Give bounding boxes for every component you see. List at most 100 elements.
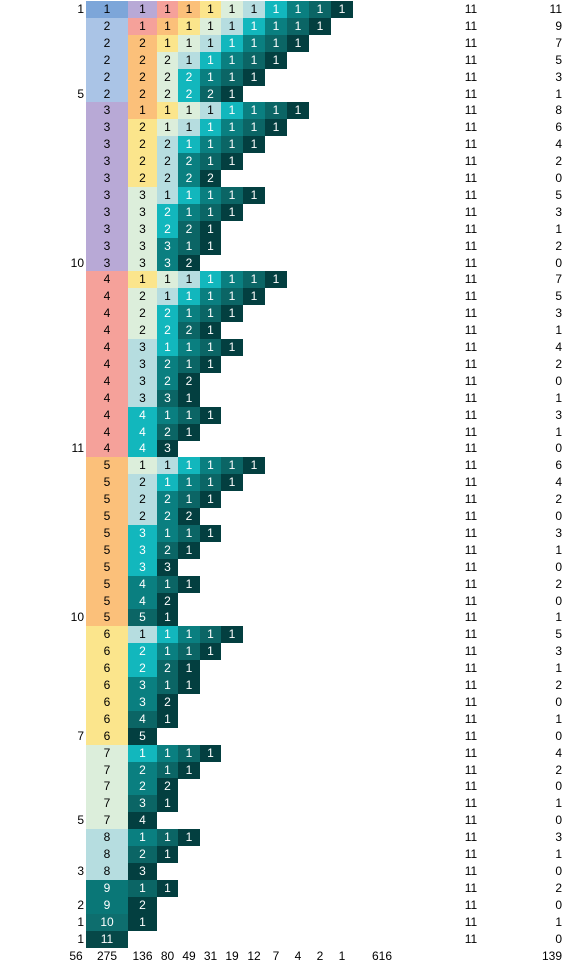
partition-cell: 1: [243, 68, 265, 86]
partition-cell: 1: [221, 136, 243, 154]
partition-cell: 2: [128, 136, 157, 154]
row-total: 11: [464, 762, 478, 777]
partition-cell: 2: [86, 85, 128, 103]
partition-cell: 2: [157, 592, 178, 610]
row-remainder: 2: [555, 238, 562, 253]
row-total: 11: [464, 880, 478, 895]
partition-cell: 2: [157, 220, 178, 238]
group-count: [4, 457, 84, 473]
partition-cell: 3: [86, 136, 128, 154]
partition-cell: 2: [157, 68, 178, 86]
partition-cell: 9: [86, 896, 128, 914]
row-remainder: 1: [555, 914, 562, 929]
footer-column-count: 136: [132, 948, 153, 963]
partition-cell: 1: [265, 34, 287, 52]
partition-cell: 2: [178, 85, 200, 103]
partition-cell: 1: [243, 271, 265, 289]
partition-cell: 3: [128, 372, 157, 390]
row-remainder: 2: [555, 880, 562, 895]
partition-cell: 1: [128, 1, 157, 18]
partition-cell: 5: [86, 609, 128, 627]
row-remainder: 5: [555, 289, 562, 304]
group-count: [4, 187, 84, 203]
partition-cell: 1: [221, 474, 243, 492]
row-total: 11: [464, 204, 478, 219]
partition-cell: 1: [157, 846, 178, 863]
partition-cell: 1: [157, 710, 178, 728]
group-count: [4, 153, 84, 169]
row-remainder: 0: [555, 694, 562, 709]
group-count: 11: [71, 441, 84, 456]
row-total: 11: [464, 576, 478, 591]
partition-cell: 1: [157, 643, 178, 661]
partition-cell: 1: [221, 85, 243, 103]
partition-cell: 1: [157, 744, 178, 762]
row-remainder: 6: [555, 458, 562, 473]
group-count: [4, 407, 84, 423]
group-count: [4, 474, 84, 490]
partition-cell: 1: [157, 339, 178, 356]
row-total: 11: [464, 272, 478, 287]
partition-cell: 4: [86, 339, 128, 356]
row-total: 11: [464, 221, 478, 236]
row-total: 11: [464, 931, 478, 946]
partition-cell: 1: [200, 406, 221, 424]
partition-cell: 1: [221, 186, 243, 204]
row-remainder: 2: [555, 576, 562, 591]
footer-column-count: 4: [294, 948, 302, 963]
partition-cell: 3: [86, 203, 128, 221]
partition-cell: 1: [200, 339, 221, 356]
partition-cell: 1: [200, 186, 221, 204]
partition-cell: 2: [178, 68, 200, 86]
row-remainder: 1: [555, 711, 562, 726]
partition-cell: 6: [86, 643, 128, 661]
partition-cell: 1: [221, 203, 243, 221]
partition-cell: 1: [243, 119, 265, 137]
partition-cell: 1: [221, 17, 243, 35]
partition-cell: 2: [157, 85, 178, 103]
partition-cell: 3: [128, 186, 157, 204]
partition-cell: 2: [128, 846, 157, 863]
partition-cell: 9: [86, 879, 128, 897]
row-remainder: 2: [555, 762, 562, 777]
row-remainder: 7: [555, 272, 562, 287]
row-total: 11: [464, 644, 478, 659]
footer-column-count: 275: [96, 948, 118, 963]
partition-cell: 1: [265, 102, 287, 120]
group-count: 5: [77, 86, 84, 101]
partition-cell: 2: [86, 68, 128, 86]
partition-cell: 1: [128, 102, 157, 120]
row-total: 11: [464, 627, 478, 642]
partition-cell: 1: [200, 203, 221, 221]
partition-cell: 1: [287, 1, 309, 18]
partition-cell: 1: [157, 186, 178, 204]
group-count: [4, 778, 84, 794]
partition-cell: 1: [178, 626, 200, 644]
partition-cell: 6: [86, 660, 128, 678]
partition-cell: 3: [128, 541, 157, 559]
row-total: 11: [464, 255, 478, 270]
partition-cell: 3: [128, 677, 157, 694]
partition-cell: 2: [157, 508, 178, 525]
partition-cell: 1: [178, 34, 200, 52]
partition-cell: 1: [243, 136, 265, 154]
partition-cell: 1: [86, 1, 128, 18]
partition-cell: 2: [178, 153, 200, 171]
partition-cell: 4: [86, 355, 128, 373]
partition-cell: 6: [86, 710, 128, 728]
partition-cell: 1: [265, 271, 287, 289]
group-count: 5: [77, 813, 84, 828]
partition-cell: 1: [178, 102, 200, 120]
group-count: [4, 846, 84, 862]
partition-cell: 1: [243, 17, 265, 35]
footer-column-count: 2: [316, 948, 324, 963]
partition-cell: 1: [157, 406, 178, 424]
row-total: 11: [464, 2, 478, 16]
partition-cell: 2: [157, 136, 178, 154]
partition-cell: 1: [128, 17, 157, 35]
partition-cell: 1: [331, 1, 353, 18]
group-count: [4, 288, 84, 304]
partition-cell: 3: [86, 220, 128, 238]
partition-cell: 1: [243, 51, 265, 69]
